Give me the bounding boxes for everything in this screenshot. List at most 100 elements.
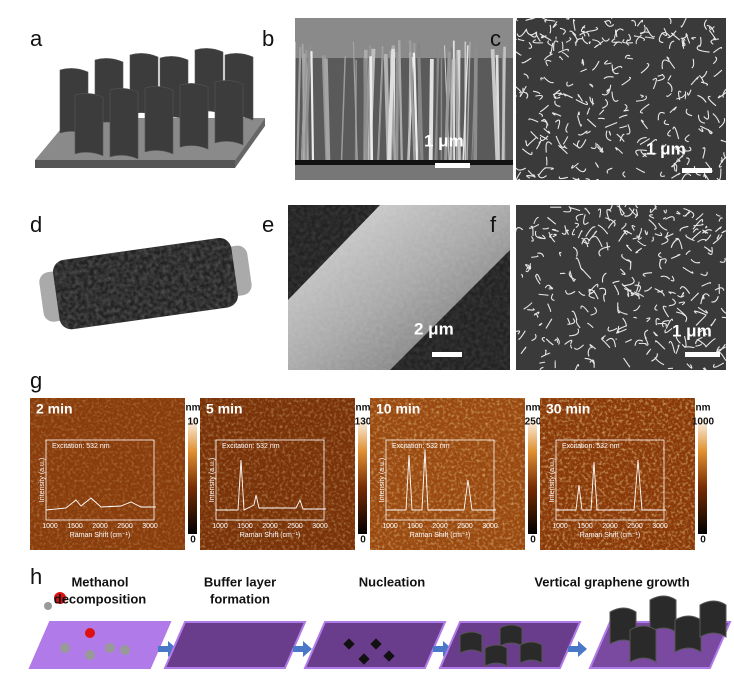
column (323, 58, 331, 161)
wrinkle (720, 157, 723, 163)
wrinkle (710, 318, 717, 327)
wrinkle (516, 171, 522, 180)
wrinkle (611, 91, 619, 102)
column (456, 51, 462, 161)
sheet (144, 86, 174, 155)
wrinkle (528, 118, 539, 123)
wrinkle (638, 227, 642, 237)
column (466, 41, 471, 161)
scale-bar-label: 1 μm (646, 139, 686, 158)
wrinkle (678, 301, 686, 306)
wrinkle (622, 317, 627, 327)
wrinkle (639, 138, 651, 145)
wrinkle (584, 130, 591, 134)
wrinkle (528, 41, 533, 49)
wrinkle (644, 329, 649, 339)
wrinkle (540, 352, 551, 358)
wrinkle (550, 293, 555, 301)
raman-spectrum (386, 449, 496, 511)
wrinkle (596, 146, 603, 151)
wrinkle (608, 130, 612, 136)
column (408, 52, 411, 161)
wrinkle (653, 331, 659, 337)
wrinkle (700, 271, 708, 276)
wrinkle (549, 233, 553, 239)
wrinkle (691, 36, 696, 40)
wrinkle (537, 252, 545, 258)
wrinkle (628, 207, 638, 217)
wrinkle (645, 27, 656, 38)
wrinkle (535, 94, 543, 101)
wrinkle (718, 217, 723, 222)
wrinkle (554, 100, 561, 108)
step-label: Methanol (71, 574, 128, 589)
wrinkle (654, 232, 663, 237)
wrinkle (544, 349, 547, 355)
x-tick-label: 1000 (42, 523, 58, 530)
scale-bar-label: 1 μm (424, 131, 464, 150)
wrinkle (711, 295, 719, 303)
x-label: Raman Shift (cm⁻¹) (410, 532, 470, 539)
wrinkle (541, 18, 547, 21)
wrinkle (654, 288, 665, 297)
wrinkle (624, 205, 627, 208)
wrinkle (636, 136, 647, 143)
wrinkle (631, 19, 637, 27)
column (412, 52, 419, 161)
wrinkle (540, 35, 547, 39)
wrinkle (603, 76, 614, 80)
wrinkle (547, 217, 557, 225)
wrinkle (569, 30, 577, 36)
wrinkle (552, 233, 557, 238)
column (428, 58, 434, 161)
wrinkle (697, 238, 707, 243)
wrinkle (712, 56, 718, 65)
wrinkle (554, 338, 559, 343)
wrinkle (542, 227, 550, 230)
wrinkle (569, 270, 576, 282)
wrinkle (660, 275, 671, 280)
y-label: Intensity (a.u.) (209, 458, 216, 502)
sem-image-f (516, 205, 726, 370)
atom (54, 592, 66, 604)
colorbar-max: 130 (355, 417, 372, 428)
column (303, 46, 312, 161)
wrinkle (654, 304, 658, 311)
wrinkle (676, 94, 685, 100)
wrinkle (545, 338, 554, 346)
wrinkle (568, 272, 576, 281)
wrinkle (601, 84, 612, 96)
wrinkle (599, 287, 607, 296)
wrinkle (596, 143, 604, 153)
wrinkle (701, 70, 708, 79)
wrinkle (559, 272, 566, 275)
wrinkle (604, 59, 612, 65)
wrinkle (534, 230, 546, 240)
wrinkle (675, 336, 681, 344)
wrinkle (525, 92, 529, 99)
wrinkle (717, 91, 726, 99)
wrinkle (516, 86, 522, 94)
wrinkle (685, 234, 695, 242)
panel-label: f (490, 212, 497, 237)
wrinkle (687, 89, 692, 96)
scale-bar-label: 2 μm (414, 319, 454, 338)
wrinkle (703, 19, 708, 30)
wrinkle (696, 44, 710, 53)
wrinkle (545, 156, 548, 166)
wrinkle (642, 272, 653, 277)
wrinkle (713, 69, 723, 77)
wrinkle (613, 284, 620, 296)
wrinkle (516, 95, 517, 97)
wrinkle (578, 290, 586, 296)
wrinkle (585, 226, 596, 237)
wrinkle (667, 367, 674, 370)
wrinkle (704, 234, 712, 242)
wrinkle (535, 140, 542, 150)
wrinkle (697, 114, 705, 124)
wrinkle (598, 245, 611, 257)
wrinkle (618, 114, 628, 119)
wrinkle (626, 39, 630, 46)
time-label: 2 min (36, 401, 73, 417)
wrinkle (601, 98, 609, 109)
